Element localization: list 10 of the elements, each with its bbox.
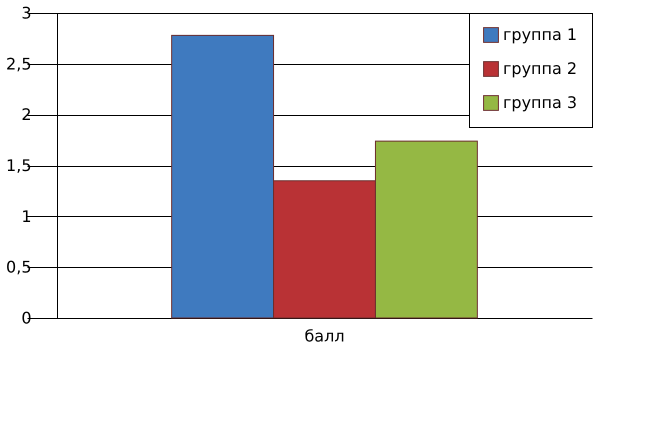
y-tick-label: 0,5 xyxy=(6,258,32,277)
legend-label: группа 1 xyxy=(503,25,578,44)
legend-label: группа 2 xyxy=(503,59,578,78)
y-tick-label: 0 xyxy=(21,308,32,328)
y-tick-label: 1 xyxy=(21,206,32,226)
y-tick-label: 2,5 xyxy=(6,54,32,74)
y-tick-label: 1,5 xyxy=(6,156,32,175)
x-tick-label: балл xyxy=(304,326,345,346)
y-tick-label: 2 xyxy=(21,105,32,124)
legend-label: группа 3 xyxy=(503,93,578,112)
